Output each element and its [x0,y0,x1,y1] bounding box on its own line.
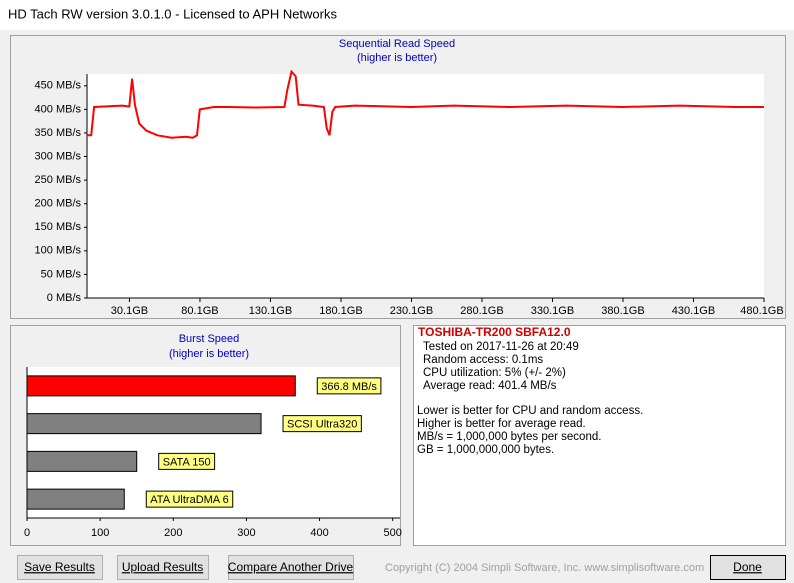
window-title: HD Tach RW version 3.0.1.0 - Licensed to… [8,6,337,21]
button[interactable]: Save Results [17,555,103,580]
chart-subtitle: (higher is better) [357,52,437,64]
info-line: Random access: 0.1ms [423,354,543,366]
bar [26,450,138,472]
bar-label: 366.8 MB/s [321,381,377,393]
x-tick-label: 500 [384,527,402,539]
x-tick-label: 80.1GB [181,305,218,317]
bar-label: SATA 150 [163,456,211,468]
label-box [316,377,382,395]
label-box [145,490,234,508]
drive-name: TOSHIBA-TR200 SBFA12.0 [418,325,571,339]
x-tick-label: 380.1GB [601,305,644,317]
y-tick-label: 300 MB/s [35,150,82,162]
y-tick-label: 350 MB/s [35,127,82,139]
plot-area [87,74,764,298]
x-tick-label: 180.1GB [319,305,362,317]
bar-label: ATA UltraDMA 6 [150,494,228,506]
y-tick-label: 0 MB/s [47,292,82,304]
bar [26,413,262,435]
chart-subtitle: (higher is better) [169,348,249,360]
info-line: Average read: 401.4 MB/s [423,380,557,392]
x-tick-label: 430.1GB [672,305,715,317]
info-note: MB/s = 1,000,000 bytes per second. [417,431,601,443]
chart-title: Burst Speed [179,333,240,345]
info-note: GB = 1,000,000,000 bytes. [417,444,554,456]
button[interactable]: Done [710,555,786,580]
title-bar [0,0,794,30]
button-face[interactable] [228,555,354,580]
info-line: Tested on 2017-11-26 at 20:49 [423,341,579,353]
button-face[interactable] [710,555,786,580]
x-tick-label: 400 [310,527,328,539]
y-tick-label: 150 MB/s [35,221,82,233]
footer: Copyright (C) 2004 Simpli Software, Inc.… [385,562,704,574]
info-line: CPU utilization: 5% (+/- 2%) [423,367,566,379]
x-tick-label: 230.1GB [390,305,433,317]
x-tick-label: 480.1GB [740,305,783,317]
info-panel [413,325,786,546]
bar-label: SCSI Ultra320 [287,419,357,431]
x-tick-label: 100 [91,527,109,539]
button[interactable]: Upload Results [117,555,209,580]
bar [26,488,125,510]
x-tick-label: 0 [24,527,30,539]
y-tick-label: 200 MB/s [35,198,82,210]
chart-title: Sequential Read Speed [339,38,455,50]
button-label[interactable]: Compare Another Drive [228,560,354,574]
label-box [158,452,216,470]
bar [26,375,296,397]
info-note: Higher is better for average read. [417,418,586,430]
x-tick-label: 330.1GB [531,305,574,317]
x-tick-label: 30.1GB [111,305,148,317]
button-face[interactable] [117,555,209,580]
y-tick-label: 100 MB/s [35,245,82,257]
x-tick-label: 130.1GB [249,305,292,317]
x-tick-label: 200 [164,527,182,539]
button-label[interactable]: Done [733,560,762,574]
x-tick-label: 300 [237,527,255,539]
button-label[interactable]: Save Results [24,560,95,574]
y-tick-label: 400 MB/s [35,103,82,115]
label-box [282,415,362,433]
x-tick-label: 280.1GB [460,305,503,317]
button[interactable]: Compare Another Drive [228,555,354,580]
read-speed-line [87,69,764,139]
y-tick-label: 250 MB/s [35,174,82,186]
info-note: Lower is better for CPU and random acces… [417,405,643,417]
button-face[interactable] [17,555,103,580]
y-tick-label: 450 MB/s [35,80,82,92]
y-tick-label: 50 MB/s [41,268,82,280]
button-label[interactable]: Upload Results [122,560,203,574]
